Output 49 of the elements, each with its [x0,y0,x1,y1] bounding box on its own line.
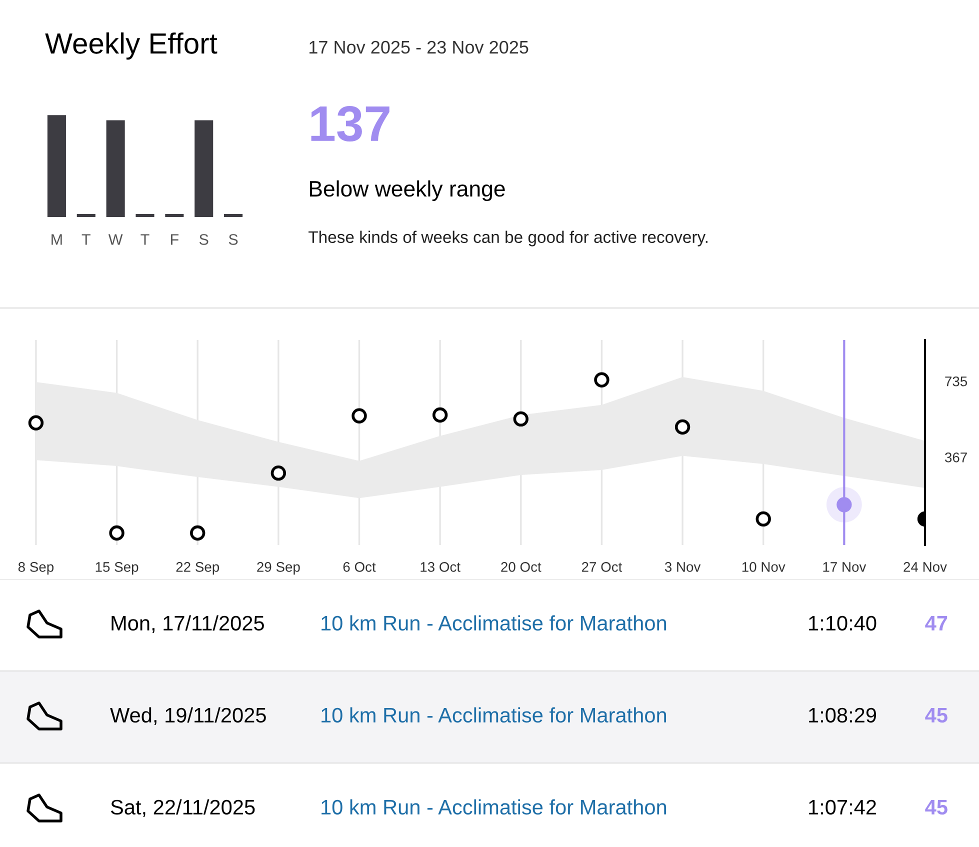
chart-title: Weekly Effort [45,32,218,60]
text: 10 km Run - Acclimatise for Marathon [322,707,666,723]
x-tick-label: F [171,234,178,245]
point [109,525,124,541]
text: 1:07:42 [809,800,876,815]
x-tick-label: 17 Nov [823,562,866,572]
x-tick-label: 10 Nov [742,562,786,572]
y-tick-label: 735 [945,376,968,386]
x-tick-label: S [228,234,238,245]
point [432,407,448,423]
x-tick-label: 22 Sep [176,562,220,575]
text: 17 Nov 2025 - 23 Nov 2025 [310,40,528,54]
point [28,415,44,430]
point [674,419,690,435]
text: Wed, 19/11/2025 [110,707,266,726]
x-tick-label: M [52,234,62,245]
x-tick-label: W [108,234,123,245]
point [190,525,206,541]
text: 45 [925,800,948,815]
x-tick-label: 15 Sep [96,562,138,575]
x-tick-label: 13 Oct [420,562,460,572]
point [513,411,528,427]
point [594,372,610,388]
x-tick-label: 29 Sep [257,562,300,575]
x-tick-label: T [82,234,90,245]
x-tick-label: 3 Nov [664,562,701,572]
y-tick-label: 367 [944,452,967,462]
point [352,408,367,424]
text: 10 km Run - Acclimatise for Marathon [322,799,666,815]
text: 45 [925,708,948,723]
point [270,465,286,481]
text: Sat, 22/11/2025 [110,799,255,818]
text: These kinds of weeks can be good for active recovery. [308,230,708,246]
text: 137 [311,106,390,142]
x-tick-label: S [199,234,208,245]
x-tick-label: 20 Oct [501,562,542,572]
x-tick-label: 27 Oct [582,562,622,572]
text: Mon, 17/11/2025 [112,615,264,634]
x-tick-label: T [140,234,150,245]
text: 10 km Run - Acclimatise for Marathon [322,615,666,631]
x-tick-label: 8 Sep [18,562,54,575]
text: 47 [925,616,948,630]
text: 1:08:29 [809,708,876,723]
text: Below weekly range [310,180,505,202]
point [756,511,771,527]
x-tick-label: 24 Nov [904,562,947,572]
point [826,487,862,522]
text: 1:10:40 [809,616,876,631]
x-tick-label: 6 Oct [343,562,376,572]
